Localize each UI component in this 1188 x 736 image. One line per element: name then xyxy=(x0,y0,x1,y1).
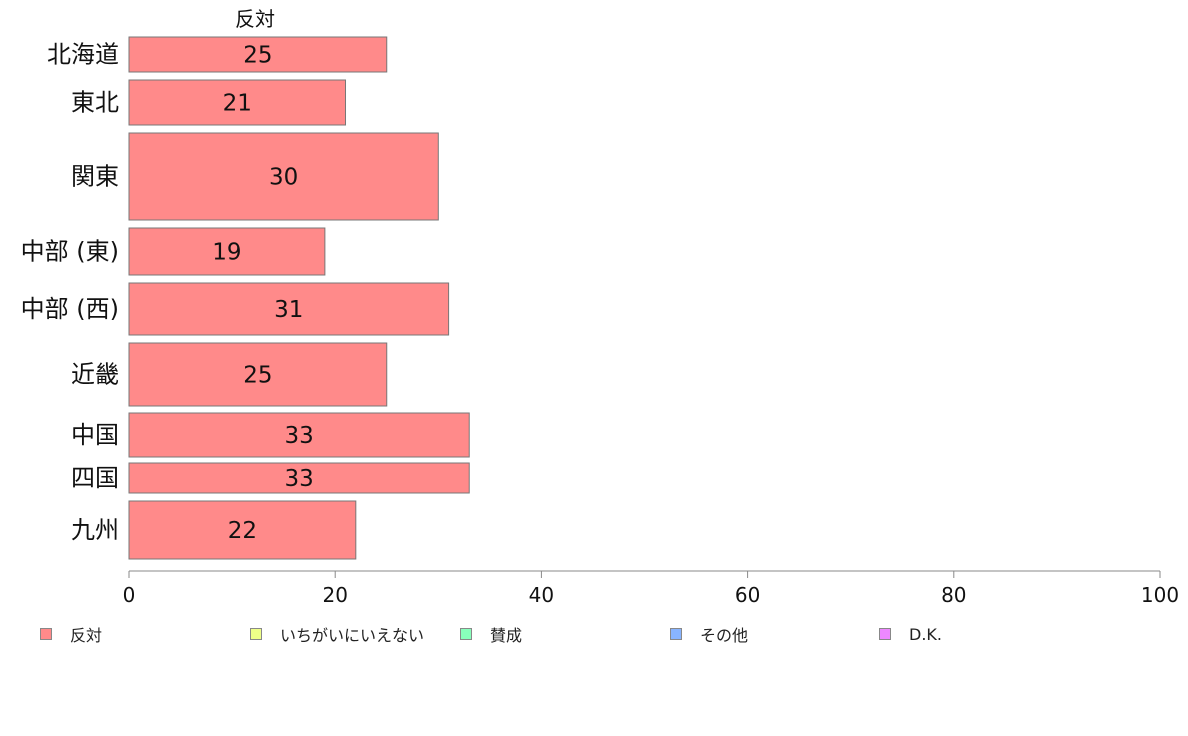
data-label-3: 19 xyxy=(212,240,241,266)
bar-7 xyxy=(128,462,470,494)
legend-item-1: いちがいにいえない xyxy=(250,620,424,648)
data-label-5: 25 xyxy=(243,363,272,389)
category-label-3: 中部 (東) xyxy=(21,238,119,266)
legend-label-0: 反対 xyxy=(70,626,103,645)
legend-swatch-3 xyxy=(670,628,682,640)
legend-swatch-4 xyxy=(879,628,891,640)
bar-3 xyxy=(128,227,326,276)
data-label-1: 21 xyxy=(223,91,252,117)
legend-item-4: D.K. xyxy=(879,620,942,648)
bar-5 xyxy=(128,342,388,407)
data-label-4: 31 xyxy=(274,297,303,323)
category-label-2: 関東 xyxy=(71,163,119,191)
x-tick-label-0: 0 xyxy=(123,583,136,607)
bar-4 xyxy=(128,282,450,336)
legend-item-2: 賛成 xyxy=(460,620,522,648)
data-label-2: 30 xyxy=(269,165,298,191)
x-tick-label-2: 40 xyxy=(529,583,554,607)
legend: 反対 いちがいにいえない 賛成 その他 D.K. xyxy=(0,620,1188,650)
x-tick-label-1: 20 xyxy=(322,583,347,607)
series-header: 反対 xyxy=(235,7,275,31)
category-label-6: 中国 xyxy=(71,421,119,449)
category-label-5: 近畿 xyxy=(71,361,119,389)
legend-item-0: 反対 xyxy=(40,620,102,648)
bar-6 xyxy=(128,412,470,458)
legend-label-4: D.K. xyxy=(909,624,942,644)
legend-swatch-1 xyxy=(250,628,262,640)
x-tick-label-5: 100 xyxy=(1141,583,1179,607)
data-label-8: 22 xyxy=(228,518,257,544)
category-label-0: 北海道 xyxy=(47,41,119,69)
legend-label-2: 賛成 xyxy=(490,626,523,645)
category-label-8: 九州 xyxy=(71,516,119,544)
bar-8 xyxy=(128,500,357,560)
category-label-4: 中部 (西) xyxy=(21,295,119,323)
data-label-6: 33 xyxy=(284,423,313,449)
category-label-7: 四国 xyxy=(71,464,119,492)
legend-label-3: その他 xyxy=(700,626,749,645)
category-label-1: 東北 xyxy=(71,89,119,117)
data-label-0: 25 xyxy=(243,43,272,69)
legend-swatch-0 xyxy=(40,628,52,640)
bar-1 xyxy=(128,79,347,126)
data-label-7: 33 xyxy=(284,466,313,492)
bar-2 xyxy=(128,132,439,221)
x-tick-label-3: 60 xyxy=(735,583,760,607)
legend-item-3: その他 xyxy=(670,620,748,648)
legend-swatch-2 xyxy=(460,628,472,640)
legend-label-1: いちがいにいえない xyxy=(280,626,425,645)
bar-0 xyxy=(128,36,388,73)
x-tick-label-4: 80 xyxy=(941,583,966,607)
